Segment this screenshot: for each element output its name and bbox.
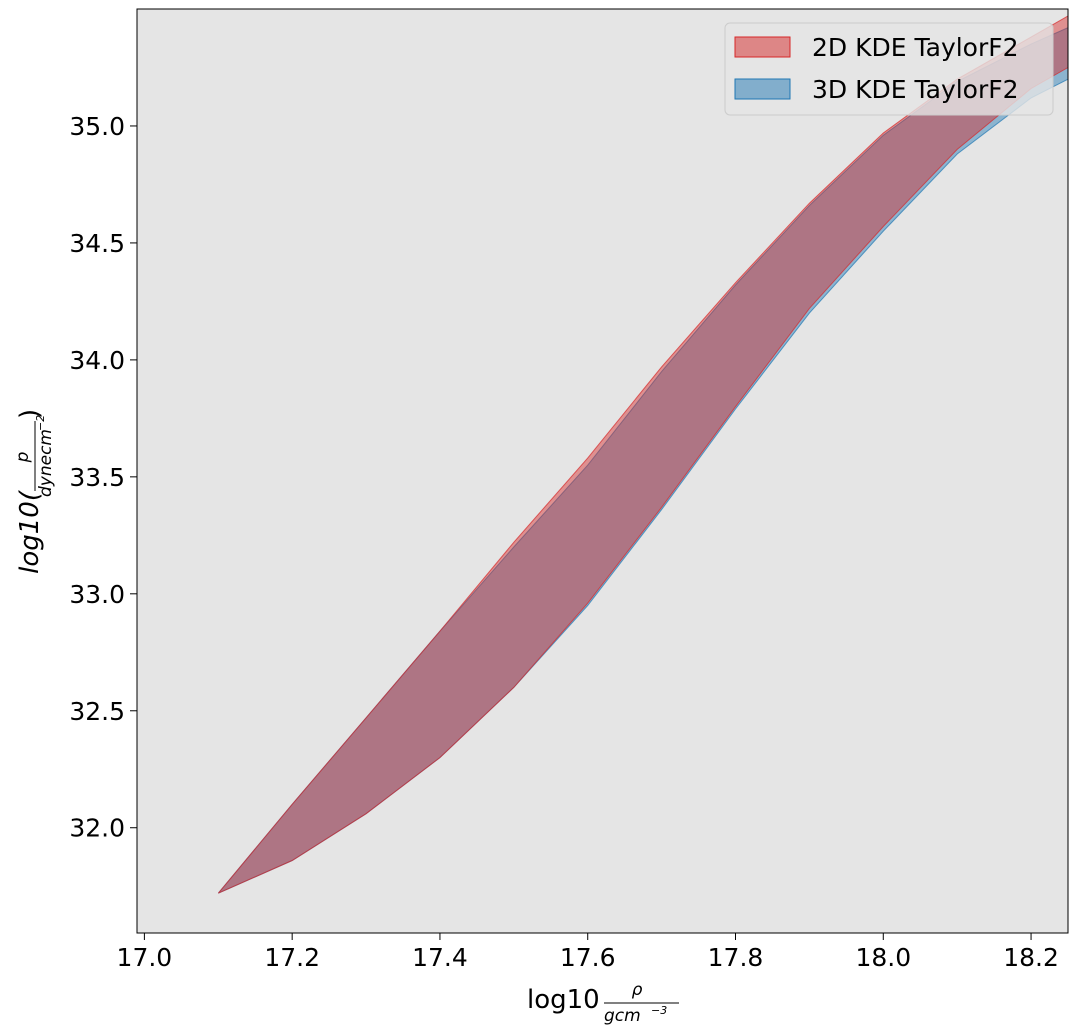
plot-frame [136, 8, 1069, 934]
y-axis-label: log10( p dynecm −2 ) [13, 409, 56, 574]
legend-label-2d-kde: 2D KDE TaylorF2 [812, 33, 1019, 62]
x-tick-label: 17.2 [264, 943, 320, 972]
y-tick-label: 32.5 [69, 697, 125, 726]
y-tick-label: 34.5 [69, 229, 125, 258]
legend-swatch-3d-kde [734, 78, 791, 100]
y-axis-label-denominator: dynecm [36, 429, 56, 497]
legend-box [724, 22, 1054, 116]
x-tick-label: 18.2 [1003, 943, 1059, 972]
y-tick-label: 33.0 [69, 580, 125, 609]
x-axis-label-main: log10 [527, 985, 600, 1015]
y-axis-label-denominator-exp: −2 [34, 415, 47, 431]
y-axis-label-prefix: log10( [15, 489, 45, 574]
x-tick-label: 17.4 [412, 943, 468, 972]
x-tick-label: 17.0 [117, 943, 173, 972]
x-tick-label: 17.6 [560, 943, 616, 972]
x-tick-label: 17.8 [708, 943, 764, 972]
plot-area [137, 9, 1068, 933]
y-tick-label: 32.0 [69, 814, 125, 843]
axes-layer: 17.0 17.2 17.4 17.6 17.8 18.0 18.2 32.0 32.5 33.0… [69, 112, 1059, 972]
legend: 2D KDE TaylorF2 3D KDE TaylorF2 [724, 22, 1054, 116]
legend-label-3d-kde: 3D KDE TaylorF2 [812, 75, 1019, 104]
y-tick-label: 34.0 [69, 346, 125, 375]
y-axis-label-suffix: ) [15, 409, 45, 419]
y-tick-label: 33.5 [69, 463, 125, 492]
y-axis-label-numerator: p [13, 451, 33, 463]
x-axis-label-denominator: gcm [604, 1006, 641, 1026]
y-tick-label: 35.0 [69, 112, 125, 141]
legend-swatch-2d-kde [734, 36, 791, 58]
x-tick-label: 18.0 [855, 943, 911, 972]
x-axis-label: log10 ρ gcm −3 [527, 980, 679, 1026]
x-axis-label-denominator-exp: −3 [651, 1004, 667, 1017]
x-axis-label-numerator: ρ [632, 980, 643, 1000]
